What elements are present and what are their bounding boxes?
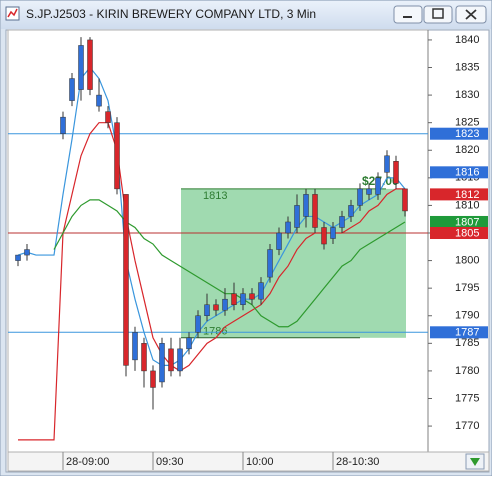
candle-body: [123, 194, 129, 366]
candle-body: [78, 45, 84, 90]
candle-body: [60, 116, 66, 134]
candle-body: [132, 332, 138, 361]
candle-body: [177, 348, 183, 372]
range-bottom-label: 1786: [203, 326, 227, 338]
candle-body: [357, 188, 363, 206]
candle-body: [168, 348, 174, 372]
candle-body: [393, 161, 399, 184]
x-tick-label: 28-10:30: [336, 456, 379, 468]
y-tick-label: 1800: [455, 254, 479, 266]
window-title: S.JP.J2503 - KIRIN BREWERY COMPANY LTD, …: [26, 7, 316, 21]
candle-body: [312, 194, 318, 228]
price-marker: [430, 127, 488, 140]
y-tick-label: 1780: [455, 365, 479, 377]
y-tick-label: 1775: [455, 392, 479, 404]
candle-body: [87, 39, 93, 90]
candle-body: [276, 232, 282, 250]
candle-body: [303, 194, 309, 217]
price-marker-label: 1787: [455, 327, 479, 339]
y-tick-label: 1830: [455, 89, 479, 101]
app-icon: [5, 6, 20, 21]
candle-body: [69, 78, 75, 101]
candle-body: [267, 249, 273, 278]
candle-body: [348, 205, 354, 217]
moving-average: [18, 122, 405, 441]
x-tick-label: 09:30: [156, 456, 184, 468]
candle-body: [96, 94, 102, 107]
candle-body: [402, 188, 408, 212]
candle-body: [330, 227, 336, 239]
x-tick-label: 10:00: [246, 456, 274, 468]
candle-body: [213, 304, 219, 311]
y-tick-label: 1840: [455, 34, 479, 46]
price-marker-label: 1816: [455, 167, 479, 179]
time-axis: [7, 451, 490, 472]
candle-body: [186, 337, 192, 350]
minimize-button[interactable]: [393, 5, 423, 24]
x-tick-label: 28-09:00: [66, 456, 109, 468]
price-marker-label: 1805: [455, 227, 479, 239]
candle-body: [231, 293, 237, 305]
price-marker: [430, 227, 488, 240]
close-button[interactable]: [455, 5, 487, 24]
y-tick-label: 1810: [455, 199, 479, 211]
y-tick-label: 1820: [455, 144, 479, 156]
candle-body: [204, 304, 210, 316]
y-tick-label: 1785: [455, 337, 479, 349]
candle-body: [294, 205, 300, 228]
candle-body: [249, 293, 255, 300]
candle-body: [24, 249, 30, 256]
maximize-button[interactable]: [423, 5, 453, 24]
y-tick-label: 1790: [455, 310, 479, 322]
price-marker: [430, 326, 488, 339]
candle-body: [285, 221, 291, 234]
candle-body: [150, 370, 156, 388]
candle-body: [321, 227, 327, 245]
price-marker-label: 1807: [455, 216, 479, 228]
range-box: [181, 188, 406, 338]
candle-body: [222, 298, 228, 311]
y-tick-label: 1795: [455, 282, 479, 294]
price-marker: [430, 215, 488, 228]
price-marker-label: 1823: [455, 128, 479, 140]
candle-body: [159, 343, 165, 383]
candle-body: [15, 254, 21, 261]
candle-body: [375, 177, 381, 195]
candle-body: [141, 343, 147, 372]
candle-body: [195, 315, 201, 333]
y-tick-label: 1825: [455, 117, 479, 129]
price-marker-label: 1812: [455, 189, 479, 201]
price-marker: [430, 188, 488, 201]
candle-body: [105, 111, 111, 123]
y-tick-label: 1770: [455, 420, 479, 432]
candle-body: [366, 188, 372, 195]
candle-body: [240, 293, 246, 305]
range-top-label: 1813: [203, 190, 227, 202]
price-marker: [430, 166, 488, 179]
scroll-icon[interactable]: [465, 453, 485, 470]
candle-body: [114, 122, 120, 190]
candle-body: [384, 155, 390, 173]
moving-average: [53, 199, 406, 328]
y-tick-label: 1835: [455, 61, 479, 73]
candle-body: [258, 282, 264, 300]
candle-body: [339, 216, 345, 228]
